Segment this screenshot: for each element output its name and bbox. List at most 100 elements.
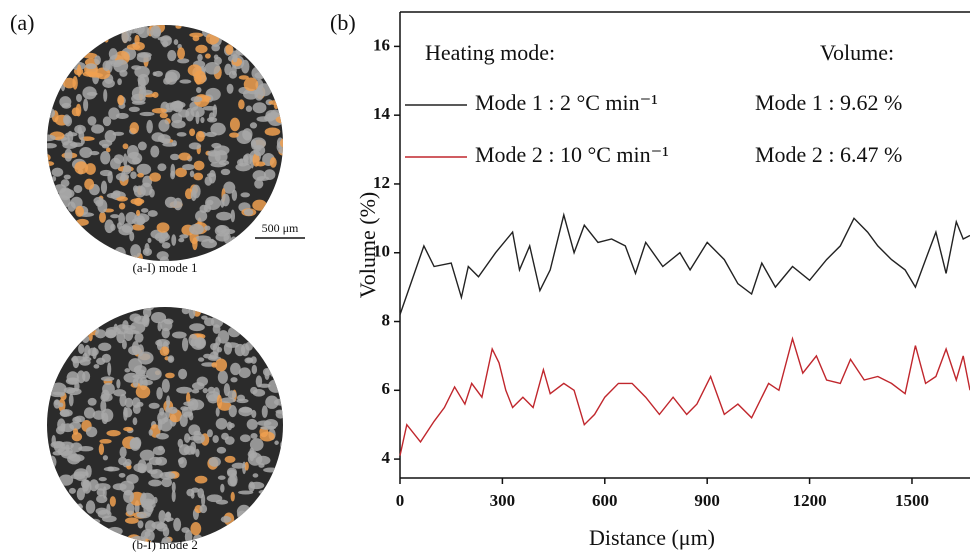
grain xyxy=(53,399,61,409)
grain xyxy=(220,397,236,404)
grain xyxy=(80,138,85,145)
grain xyxy=(124,368,131,373)
grain xyxy=(98,342,112,352)
grain xyxy=(130,198,145,205)
grain xyxy=(165,102,177,110)
grain xyxy=(179,234,189,239)
grain xyxy=(89,151,100,156)
grain xyxy=(195,235,211,242)
grain xyxy=(100,376,115,382)
grain xyxy=(115,172,130,181)
grain xyxy=(102,116,112,127)
grain xyxy=(47,455,57,469)
grain xyxy=(116,331,126,344)
grain xyxy=(107,362,112,376)
grain xyxy=(135,385,151,399)
grain xyxy=(250,432,258,439)
grain xyxy=(75,218,89,226)
grain xyxy=(124,458,132,467)
grain xyxy=(119,393,127,407)
series-line xyxy=(399,336,970,456)
grain xyxy=(263,169,276,180)
grain xyxy=(140,182,153,196)
grain xyxy=(94,55,101,65)
grain xyxy=(159,256,170,261)
y-tick-label: 16 xyxy=(373,35,390,54)
grain xyxy=(263,419,279,429)
grain xyxy=(102,455,109,461)
grain xyxy=(171,120,186,129)
grain xyxy=(157,445,164,451)
grain xyxy=(117,222,122,230)
grain xyxy=(208,238,215,244)
grain xyxy=(240,343,250,357)
grain xyxy=(47,134,56,142)
grain xyxy=(72,357,80,369)
grain xyxy=(258,463,265,468)
grain xyxy=(93,364,100,369)
caption: (a-I) mode 1 xyxy=(133,260,198,275)
legend-label: Mode 2 : 10 °C min⁻¹ xyxy=(475,142,669,167)
y-tick-label: 6 xyxy=(382,379,391,398)
grain xyxy=(52,450,63,456)
grain xyxy=(217,370,228,384)
grain xyxy=(244,357,254,364)
grain xyxy=(230,236,238,246)
grain xyxy=(123,489,134,504)
grain xyxy=(99,438,112,444)
grain xyxy=(280,440,283,451)
legend-title: Heating mode: xyxy=(425,40,555,65)
grain xyxy=(190,96,203,103)
grain xyxy=(159,346,170,356)
grain xyxy=(50,441,65,449)
annotation: Mode 2 : 6.47 % xyxy=(755,142,902,167)
grain xyxy=(116,378,121,389)
grain xyxy=(85,426,98,438)
grain xyxy=(224,63,232,76)
grain xyxy=(61,450,77,459)
legend-label: Mode 1 : 2 °C min⁻¹ xyxy=(475,90,658,115)
grain xyxy=(151,107,167,114)
grain xyxy=(178,368,188,380)
grain xyxy=(238,367,251,379)
grain xyxy=(244,461,249,471)
grain xyxy=(173,39,179,46)
grain xyxy=(89,518,101,525)
grain xyxy=(229,423,235,429)
grain xyxy=(79,358,91,366)
grain xyxy=(96,488,105,497)
grain xyxy=(201,493,206,507)
grain xyxy=(121,29,130,43)
grain xyxy=(68,393,74,407)
grain xyxy=(141,208,149,213)
grain xyxy=(108,48,118,60)
grain xyxy=(155,338,170,347)
grain xyxy=(171,481,176,493)
grain xyxy=(101,515,117,523)
grain xyxy=(125,517,139,524)
grain xyxy=(82,371,91,382)
grain xyxy=(165,405,170,419)
grain xyxy=(128,106,140,113)
grain xyxy=(156,222,170,233)
grain xyxy=(189,32,204,38)
grain xyxy=(175,25,182,29)
grain xyxy=(235,162,252,172)
grain xyxy=(69,377,79,382)
grain xyxy=(188,142,202,150)
grain xyxy=(59,96,72,108)
grain xyxy=(103,88,108,102)
grain xyxy=(205,196,221,210)
grain xyxy=(150,311,167,324)
grain xyxy=(99,211,106,223)
grain xyxy=(115,112,129,119)
grain xyxy=(51,176,57,182)
x-tick-label: 300 xyxy=(490,491,516,510)
grain xyxy=(214,150,228,163)
grain xyxy=(95,329,106,339)
grain xyxy=(137,25,150,39)
grain xyxy=(107,171,113,184)
grain xyxy=(95,199,104,207)
grain xyxy=(202,105,217,111)
grain xyxy=(198,357,205,362)
